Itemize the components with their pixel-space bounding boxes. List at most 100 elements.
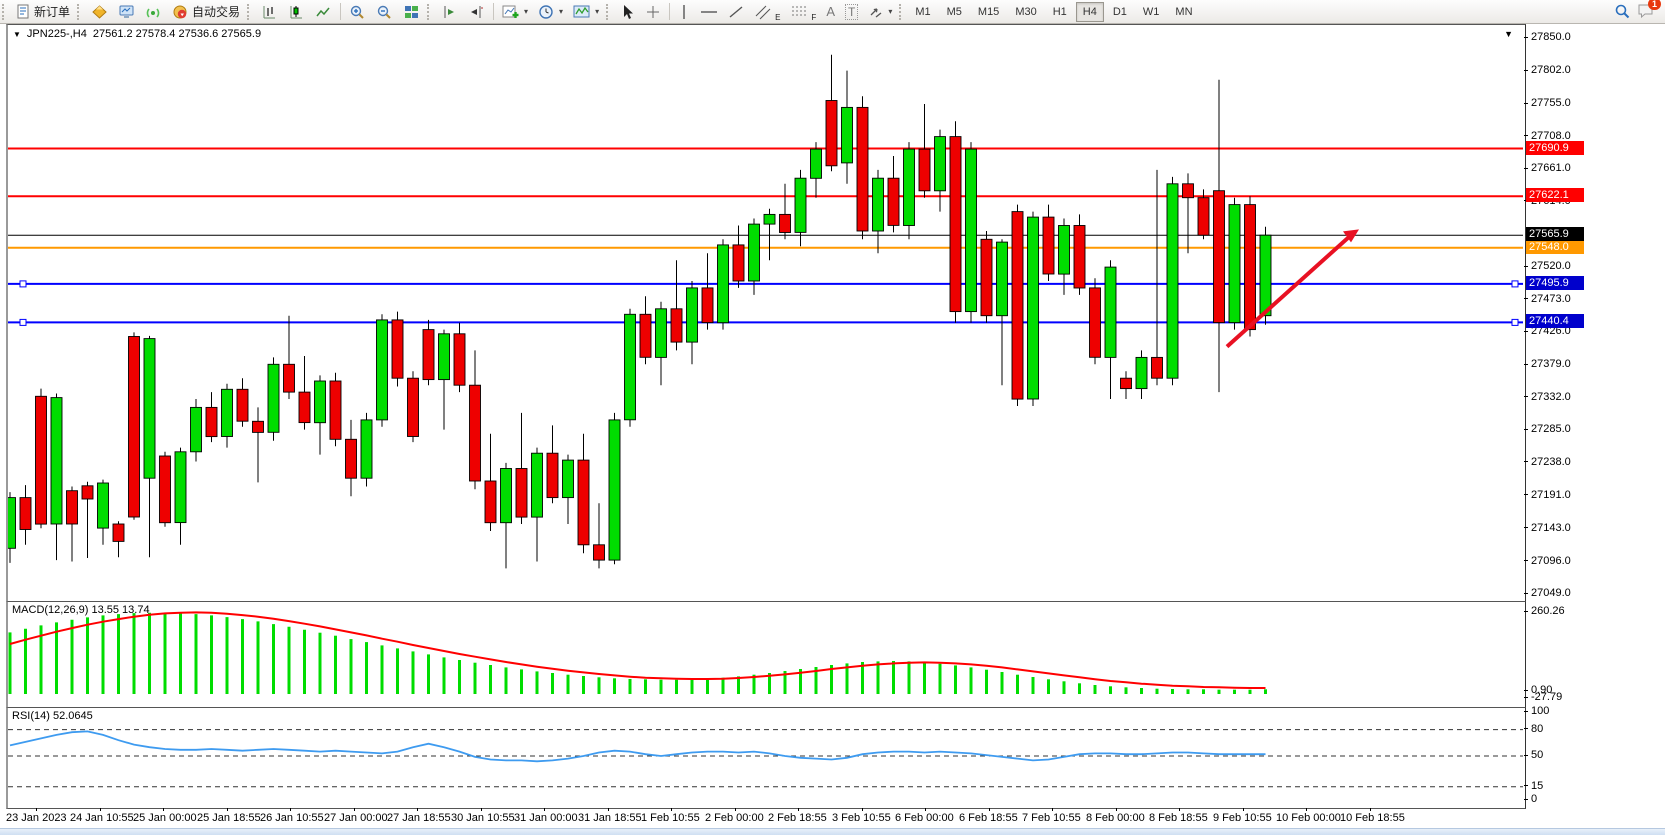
candle[interactable] — [763, 208, 776, 261]
candle[interactable] — [1213, 79, 1225, 393]
notifications-button[interactable]: 1 — [1637, 0, 1661, 22]
candle[interactable] — [236, 378, 249, 427]
candle[interactable] — [1166, 176, 1179, 386]
cursor-tool-button[interactable] — [615, 1, 640, 23]
line-handle[interactable] — [19, 280, 27, 288]
candle[interactable] — [872, 169, 884, 254]
candle[interactable] — [329, 372, 342, 447]
candle[interactable] — [1089, 278, 1101, 365]
candle[interactable] — [980, 231, 993, 323]
candle[interactable] — [1042, 204, 1055, 281]
candle[interactable] — [562, 454, 574, 524]
timeframe-MN-button[interactable]: MN — [1175, 5, 1193, 18]
candle[interactable] — [1244, 196, 1256, 337]
candle[interactable] — [174, 447, 187, 545]
candle[interactable] — [856, 96, 869, 240]
toolbar-grip[interactable] — [77, 3, 84, 20]
candle[interactable] — [252, 407, 264, 483]
candle[interactable] — [686, 281, 698, 365]
macd-panel[interactable]: MACD(12,26,9) 13.55 13.74 — [6, 601, 1526, 708]
time-axis[interactable]: 23 Jan 2023 24 Jan 10:55 25 Jan 00:00 25 Ja… — [6, 808, 1523, 828]
rsi-panel[interactable]: RSI(14) 52.0645 — [6, 707, 1526, 809]
candle[interactable] — [1151, 169, 1163, 386]
candle[interactable] — [128, 332, 140, 520]
candle[interactable] — [732, 225, 745, 288]
timeframe-D1-button[interactable]: D1 — [1112, 5, 1127, 18]
new-order-button[interactable]: 新订单 — [11, 1, 75, 23]
zoom-out-button[interactable] — [371, 1, 398, 23]
candle[interactable] — [159, 451, 171, 527]
signal-button[interactable] — [140, 1, 167, 23]
candle[interactable] — [376, 314, 388, 427]
candle[interactable] — [35, 388, 47, 529]
candle[interactable] — [8, 492, 16, 563]
candle[interactable] — [81, 481, 94, 558]
timeframe-M15-button[interactable]: M15 — [977, 5, 1000, 18]
candle[interactable] — [314, 375, 326, 455]
channel-tool-button[interactable]: E — [749, 1, 785, 23]
candle[interactable] — [1259, 226, 1272, 325]
crosshair-tool-button[interactable] — [640, 1, 666, 23]
candle[interactable] — [531, 447, 543, 562]
candle[interactable] — [438, 329, 450, 430]
candle[interactable] — [453, 322, 466, 393]
market-watch-button[interactable] — [86, 1, 113, 23]
symbol-collapse-icon[interactable]: ▼ — [13, 29, 21, 39]
price-axis[interactable]: 27850.027802.027755.027708.027661.027614… — [1524, 24, 1665, 807]
candle[interactable] — [655, 301, 667, 386]
candle[interactable] — [97, 479, 109, 545]
auto-scroll-button[interactable] — [436, 1, 463, 23]
line-handle[interactable] — [1511, 280, 1519, 288]
candle[interactable] — [779, 183, 791, 240]
timeframe-M30-button[interactable]: M30 — [1015, 5, 1037, 18]
rsi-chart[interactable] — [8, 708, 1523, 806]
candle[interactable] — [717, 239, 729, 330]
candle[interactable] — [934, 129, 946, 212]
candle[interactable] — [670, 260, 683, 351]
candle[interactable] — [407, 371, 419, 443]
candle[interactable] — [345, 419, 357, 497]
candle[interactable] — [1058, 218, 1070, 295]
templates-button[interactable]: ▾ — [568, 1, 604, 23]
candle-chart-type-button[interactable] — [283, 1, 310, 23]
candle[interactable] — [1027, 211, 1039, 406]
line-handle[interactable] — [1511, 318, 1519, 326]
candle[interactable] — [19, 485, 32, 545]
candlestick-chart[interactable] — [8, 25, 1523, 599]
indicators-button[interactable]: ▾ — [497, 1, 533, 23]
timeframe-M5-button[interactable]: M5 — [946, 5, 962, 18]
candle[interactable] — [996, 239, 1008, 386]
candle[interactable] — [1228, 197, 1241, 330]
candle[interactable] — [1073, 214, 1086, 295]
toolbar-grip[interactable] — [606, 3, 613, 20]
candle[interactable] — [50, 393, 63, 561]
candle[interactable] — [484, 433, 497, 531]
main-chart-panel[interactable]: ▼ JPN225-,H4 27561.2 27578.4 27536.6 275… — [6, 24, 1526, 602]
candle[interactable] — [624, 308, 636, 427]
toolbar-grip[interactable] — [427, 3, 434, 20]
toolbar-grip[interactable] — [247, 3, 254, 20]
tile-windows-button[interactable] — [398, 1, 425, 23]
candle[interactable] — [577, 433, 590, 554]
trendline-tool-button[interactable] — [723, 1, 749, 23]
candle[interactable] — [298, 356, 311, 430]
text-tool-button[interactable]: A — [821, 1, 840, 23]
line-handle[interactable] — [19, 318, 27, 326]
zoom-in-button[interactable] — [344, 1, 371, 23]
candle[interactable] — [500, 462, 512, 569]
candle[interactable] — [841, 70, 853, 184]
candle[interactable] — [1182, 173, 1194, 254]
candle[interactable] — [422, 319, 435, 386]
candle[interactable] — [66, 486, 78, 562]
text-label-tool-button[interactable]: T — [840, 1, 863, 23]
candle[interactable] — [143, 335, 156, 558]
candle[interactable] — [887, 156, 900, 233]
candle[interactable] — [1135, 350, 1148, 399]
toolbar-grip[interactable] — [899, 3, 906, 20]
candle[interactable] — [748, 218, 760, 295]
timeframe-H1-button[interactable]: H1 — [1052, 5, 1067, 18]
candle[interactable] — [918, 104, 931, 198]
candle[interactable] — [205, 392, 218, 443]
candle[interactable] — [221, 383, 233, 448]
candle[interactable] — [965, 142, 977, 323]
